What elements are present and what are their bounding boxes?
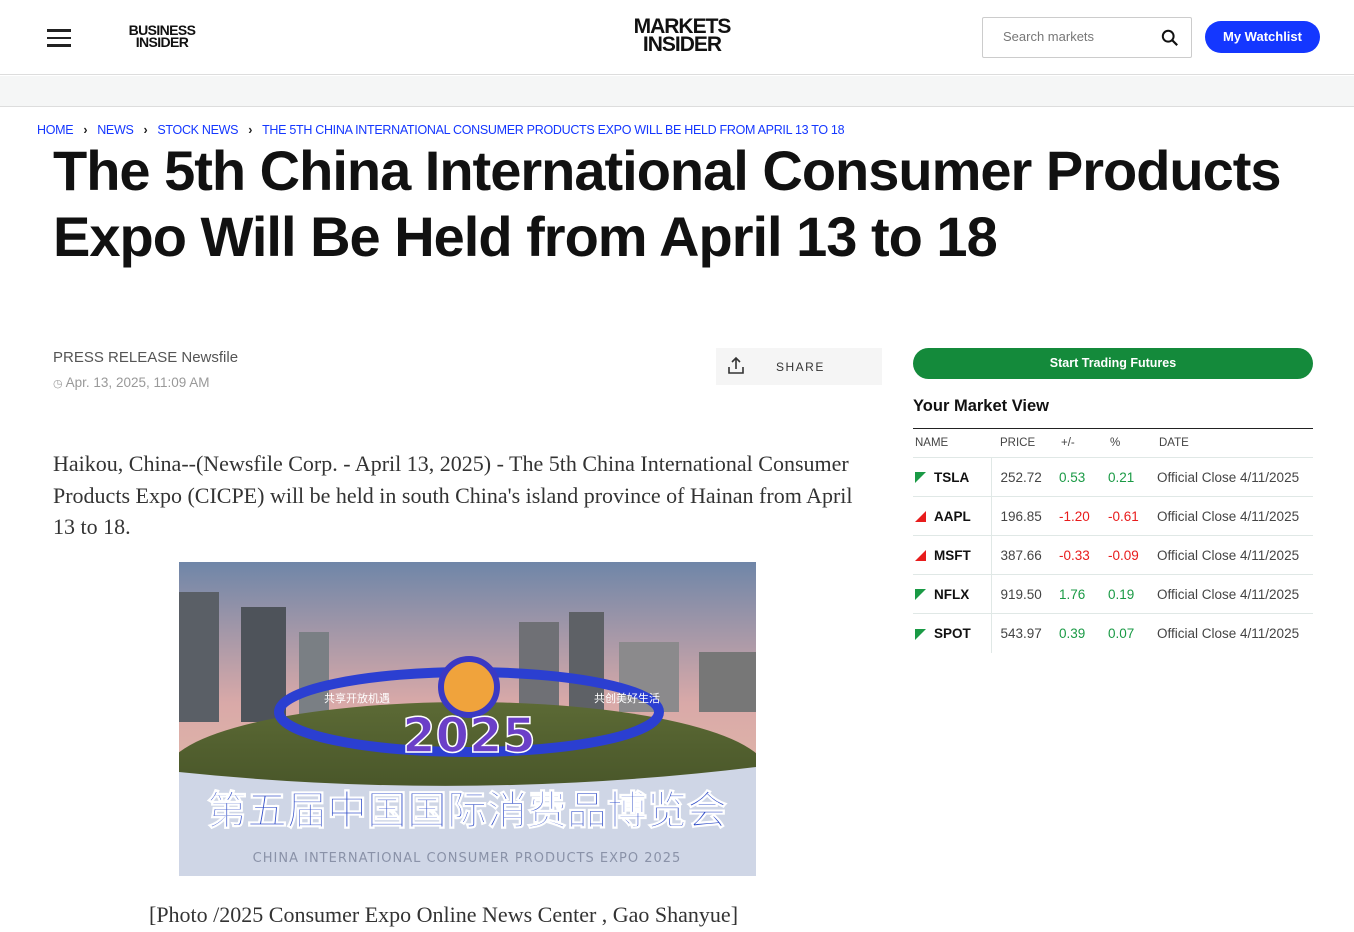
date: Official Close 4/11/2025 bbox=[1157, 535, 1313, 575]
table-row[interactable]: AAPL 196.85 -1.20 -0.61 Official Close 4… bbox=[913, 496, 1313, 536]
breadcrumb-current[interactable]: THE 5TH CHINA INTERNATIONAL CONSUMER PRO… bbox=[262, 123, 845, 137]
col-price: PRICE bbox=[1000, 437, 1036, 449]
table-row[interactable]: SPOT 543.97 0.39 0.07 Official Close 4/1… bbox=[913, 613, 1313, 653]
change: 0.53 bbox=[1059, 457, 1108, 497]
table-row[interactable]: MSFT 387.66 -0.33 -0.09 Official Close 4… bbox=[913, 535, 1313, 575]
page-title: The 5th China International Consumer Pro… bbox=[53, 139, 1282, 268]
col-pct: % bbox=[1110, 437, 1121, 449]
photo-slogan-left: 共享开放机遇 bbox=[324, 691, 390, 705]
menu-icon[interactable] bbox=[47, 29, 71, 47]
price: 919.50 bbox=[991, 574, 1059, 614]
percent: -0.09 bbox=[1108, 535, 1157, 575]
market-view-table: NAME PRICE +/- % DATE TSLA 252.72 0.53 0… bbox=[913, 428, 1313, 653]
market-view-title: Your Market View bbox=[913, 397, 1050, 415]
trend-up-icon bbox=[915, 472, 926, 484]
ticker-cell[interactable]: TSLA bbox=[913, 457, 992, 497]
trend-up-icon bbox=[915, 628, 926, 640]
ticker[interactable]: TSLA bbox=[934, 469, 970, 485]
date: Official Close 4/11/2025 bbox=[1157, 457, 1313, 497]
trend-down-icon bbox=[915, 511, 926, 523]
date: Official Close 4/11/2025 bbox=[1157, 496, 1313, 536]
photo-sub-text: CHINA INTERNATIONAL CONSUMER PRODUCTS EX… bbox=[253, 851, 682, 866]
change: 0.39 bbox=[1059, 613, 1108, 653]
price: 196.85 bbox=[991, 496, 1059, 536]
start-trading-futures-button[interactable]: Start Trading Futures bbox=[913, 348, 1313, 379]
breadcrumb-stock-news[interactable]: STOCK NEWS bbox=[157, 123, 239, 137]
date: Official Close 4/11/2025 bbox=[1157, 574, 1313, 614]
ticker[interactable]: MSFT bbox=[934, 547, 971, 563]
ticker-cell[interactable]: AAPL bbox=[913, 496, 992, 536]
photo-slogan-right: 共创美好生活 bbox=[594, 691, 660, 705]
search-box bbox=[982, 17, 1192, 58]
ticker[interactable]: NFLX bbox=[934, 586, 970, 602]
trend-up-icon bbox=[915, 589, 926, 601]
ticker-cell[interactable]: MSFT bbox=[913, 535, 992, 575]
share-label: SHARE bbox=[776, 360, 825, 374]
article-source: PRESS RELEASE Newsfile bbox=[53, 349, 239, 366]
date: Official Close 4/11/2025 bbox=[1157, 613, 1313, 653]
percent: 0.07 bbox=[1108, 613, 1157, 653]
ad-band bbox=[0, 76, 1354, 107]
price: 543.97 bbox=[991, 613, 1059, 653]
breadcrumb-home[interactable]: HOME bbox=[37, 123, 74, 137]
logo-line: INSIDER bbox=[135, 34, 189, 50]
ticker-cell[interactable]: SPOT bbox=[913, 613, 992, 653]
price: 387.66 bbox=[991, 535, 1059, 575]
percent: -0.61 bbox=[1108, 496, 1157, 536]
col-name: NAME bbox=[915, 437, 949, 449]
price: 252.72 bbox=[991, 457, 1059, 497]
breadcrumb: HOME › NEWS › STOCK NEWS › THE 5TH CHINA INTER… bbox=[37, 123, 845, 137]
col-date: DATE bbox=[1159, 437, 1189, 449]
logo-line: BUSINESS bbox=[128, 22, 196, 38]
article-lead: Haikou, China--(Newsfile Corp. - April 1… bbox=[53, 451, 853, 539]
col-change: +/- bbox=[1061, 437, 1075, 449]
ticker[interactable]: AAPL bbox=[934, 508, 971, 524]
chevron-right-icon: › bbox=[143, 123, 148, 137]
change: -1.20 bbox=[1059, 496, 1108, 536]
change: 1.76 bbox=[1059, 574, 1108, 614]
table-row[interactable]: NFLX 919.50 1.76 0.19 Official Close 4/1… bbox=[913, 574, 1313, 614]
ticker-cell[interactable]: NFLX bbox=[913, 574, 992, 614]
share-icon bbox=[728, 356, 744, 374]
breadcrumb-news[interactable]: NEWS bbox=[97, 123, 134, 137]
article-photo: 2025 共享开放机遇 共创美好生活 第五届中国国际消费品博览会 CHINA I… bbox=[179, 562, 756, 876]
clock-icon: ◷ bbox=[53, 378, 66, 390]
article-date: ◷ Apr. 13, 2025, 11:09 AM bbox=[53, 375, 210, 390]
search-icon[interactable] bbox=[1161, 29, 1179, 47]
date-text: Apr. 13, 2025, 11:09 AM bbox=[65, 375, 210, 390]
change: -0.33 bbox=[1059, 535, 1108, 575]
ticker[interactable]: SPOT bbox=[934, 625, 971, 641]
photo-year: 2025 bbox=[402, 708, 536, 764]
logo-line: MARKETS bbox=[633, 15, 732, 38]
trend-down-icon bbox=[915, 550, 926, 562]
percent: 0.19 bbox=[1108, 574, 1157, 614]
table-row[interactable]: TSLA 252.72 0.53 0.21 Official Close 4/1… bbox=[913, 457, 1313, 497]
photo-caption: [Photo /2025 Consumer Expo Online News C… bbox=[149, 902, 739, 927]
chevron-right-icon: › bbox=[83, 123, 88, 137]
chevron-right-icon: › bbox=[248, 123, 253, 137]
markets-insider-logo[interactable]: MARKETS INSIDER bbox=[630, 15, 734, 56]
search-input[interactable] bbox=[1003, 29, 1153, 44]
share-button[interactable]: SHARE bbox=[716, 348, 882, 385]
photo-main-text: 第五届中国国际消费品博览会 bbox=[207, 788, 727, 834]
my-watchlist-button[interactable]: My Watchlist bbox=[1205, 21, 1320, 53]
logo-line: INSIDER bbox=[642, 33, 722, 56]
business-insider-logo[interactable]: BUSINESS INSIDER bbox=[127, 22, 197, 50]
percent: 0.21 bbox=[1108, 457, 1157, 497]
